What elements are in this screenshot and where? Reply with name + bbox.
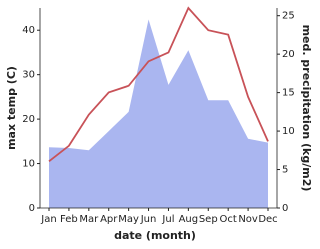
x-tick-label: Sep: [199, 214, 218, 225]
y-axis-label: max temp (C): [5, 66, 18, 150]
x-tick-label: Dec: [258, 214, 277, 225]
axes: [39, 8, 278, 209]
x-tick-label: Jun: [140, 214, 157, 225]
x-tick-label: May: [118, 214, 139, 225]
x-tick-label: Mar: [79, 214, 99, 225]
temp-line: [48, 6, 269, 163]
y2-tick-label: 10: [282, 126, 295, 137]
x-tick-label: Aug: [179, 214, 199, 225]
precip-area: [49, 19, 268, 208]
x-tick-label: Feb: [60, 214, 78, 225]
x-tick-label: Apr: [100, 214, 118, 225]
y2-tick-label: 5: [282, 165, 288, 176]
y2-tick-label: 25: [282, 11, 295, 22]
y2-tick-label: 0: [282, 203, 288, 214]
y-tick-label: 40: [22, 25, 35, 36]
chart: date (month) max temp (C) med. precipita…: [5, 6, 313, 242]
y-tick-label: 30: [22, 70, 35, 81]
y2-axis-label: med. precipitation (kg/m2): [300, 25, 313, 192]
x-tick-label: Nov: [238, 214, 258, 225]
y-tick-label: 10: [22, 159, 35, 170]
x-tick-label: Oct: [220, 214, 237, 225]
x-tick-label: Jan: [40, 214, 56, 225]
x-tick-label: Jul: [161, 214, 174, 225]
y2-tick-label: 20: [282, 49, 295, 60]
y2-tick-label: 15: [282, 88, 295, 99]
y-tick-label: 20: [22, 114, 35, 125]
x-axis-label: date (month): [114, 229, 196, 242]
y-tick-label: 0: [29, 203, 35, 214]
